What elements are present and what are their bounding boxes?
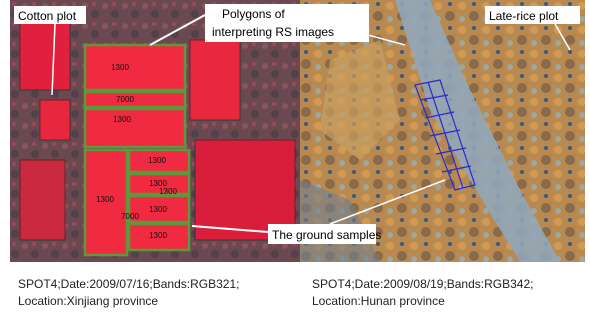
- cotton-label: Cotton plot: [18, 9, 77, 23]
- caption: SPOT4;Date:2009/08/19;Bands:RGB342;: [312, 277, 533, 291]
- figure-svg: 1300 7000 1300 1300 1300 1300 7000 1300 …: [0, 0, 590, 315]
- field-code: 1300: [96, 195, 114, 204]
- field-code: 1300: [113, 115, 131, 124]
- field-code: 1300: [148, 156, 166, 165]
- late-rice-label: Late-rice plot: [489, 9, 559, 23]
- polygons-label: interpreting RS images: [212, 25, 334, 39]
- field-code: 7000: [121, 212, 139, 221]
- field-code: 1300: [159, 187, 177, 196]
- caption: Location:Xinjiang province: [18, 294, 158, 308]
- field-code: 1300: [149, 231, 167, 240]
- polygons-label: Polygons of: [222, 7, 285, 21]
- caption: Location:Hunan province: [312, 294, 445, 308]
- caption: SPOT4;Date:2009/07/16;Bands:RGB321;: [18, 277, 239, 291]
- field-code: 1300: [111, 63, 129, 72]
- field-code: 1300: [149, 205, 167, 214]
- figure: 1300 7000 1300 1300 1300 1300 7000 1300 …: [0, 0, 590, 315]
- ground-samples-label: The ground samples: [272, 228, 381, 242]
- field-code: 7000: [116, 95, 134, 104]
